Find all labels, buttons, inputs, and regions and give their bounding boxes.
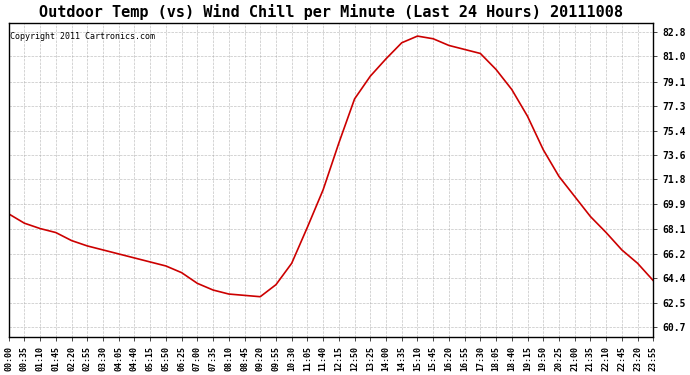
Title: Outdoor Temp (vs) Wind Chill per Minute (Last 24 Hours) 20111008: Outdoor Temp (vs) Wind Chill per Minute …	[39, 4, 623, 20]
Text: Copyright 2011 Cartronics.com: Copyright 2011 Cartronics.com	[10, 32, 155, 41]
